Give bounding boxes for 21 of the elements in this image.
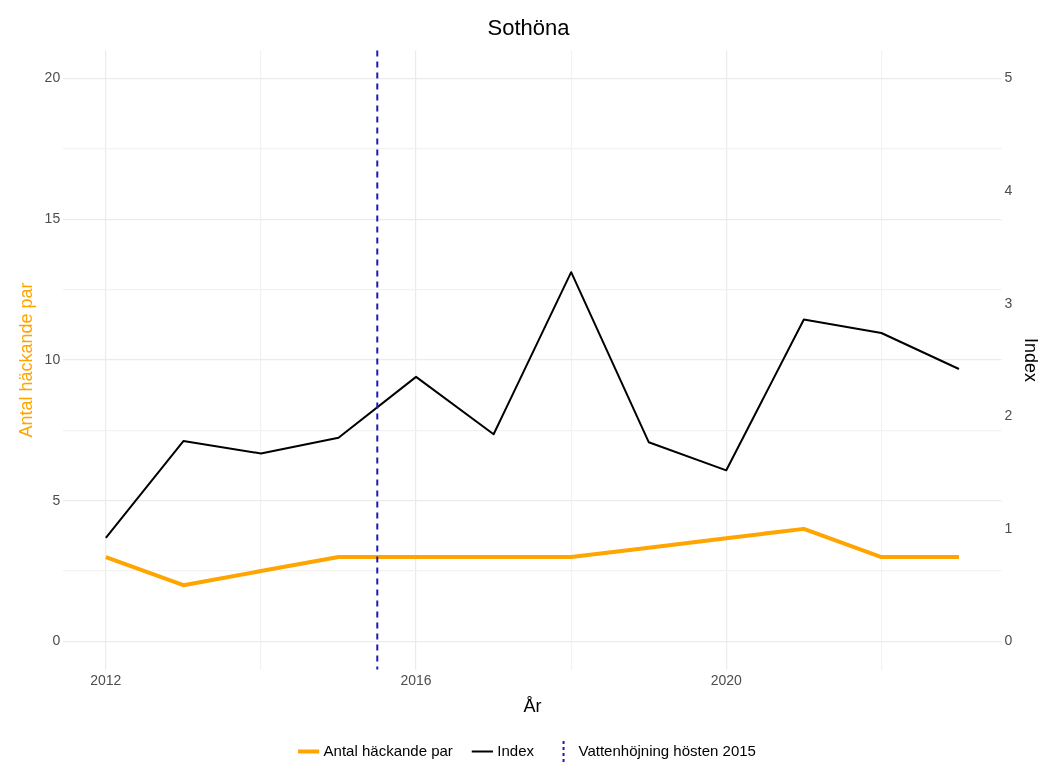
x-tick-label: 2020 [710, 671, 743, 688]
x-tick-label: 2016 [400, 671, 432, 688]
y2-tick-label: 3 [1004, 294, 1013, 311]
y-tick-label: 20 [44, 69, 61, 86]
legend-label: Vattenhöjning hösten 2015 [578, 741, 756, 759]
y-tick-label: 10 [44, 350, 61, 367]
y2-tick-label: 1 [1004, 519, 1013, 536]
y2-tick-label: 5 [1004, 69, 1013, 86]
x-tick-label: 2012 [90, 671, 122, 688]
legend-label: Antal häckande par [323, 741, 453, 759]
chart-title: Sothöna [487, 15, 571, 41]
y-axis-title: Antal häckande par [15, 282, 36, 438]
y-tick-label: 5 [52, 491, 61, 508]
y2-tick-label: 2 [1004, 407, 1013, 424]
y2-tick-label: 4 [1004, 181, 1013, 198]
legend-label: Index [497, 741, 535, 759]
y2-axis-title: Index [1021, 337, 1042, 383]
y-tick-label: 15 [44, 210, 61, 227]
x-axis-title: År [523, 696, 542, 717]
y2-tick-label: 0 [1004, 632, 1013, 649]
y-tick-label: 0 [52, 632, 61, 649]
